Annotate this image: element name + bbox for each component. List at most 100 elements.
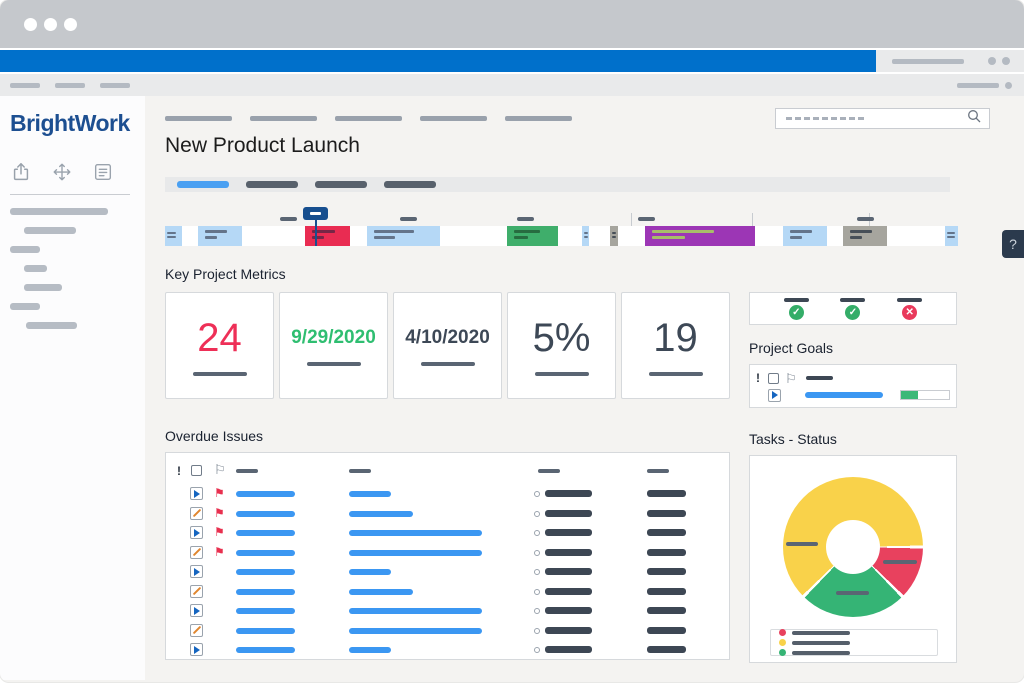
table-row[interactable] <box>166 562 729 582</box>
edit-icon[interactable] <box>190 585 203 598</box>
metric-card[interactable]: 4/10/2020 <box>393 292 502 399</box>
issue-desc-placeholder[interactable] <box>349 647 391 653</box>
settings-icon[interactable] <box>988 57 996 65</box>
window-dot[interactable] <box>64 18 77 31</box>
timeline-segment-lightblue[interactable] <box>198 226 242 246</box>
help-button[interactable]: ? <box>1002 230 1024 258</box>
ribbon-icon[interactable] <box>1005 82 1012 89</box>
health-item[interactable]: ✕ <box>897 298 922 320</box>
timeline-segment-lightblue[interactable] <box>367 226 440 246</box>
edit-icon[interactable] <box>190 507 203 520</box>
tab-pill[interactable] <box>384 181 436 188</box>
column-header-placeholder[interactable] <box>647 469 669 473</box>
issue-desc-placeholder[interactable] <box>349 589 413 595</box>
sidebar-nav-item[interactable] <box>24 227 76 234</box>
issue-title-placeholder[interactable] <box>236 628 295 634</box>
top-nav-item[interactable] <box>505 116 572 121</box>
sidebar-nav-item[interactable] <box>24 284 62 291</box>
search-icon[interactable] <box>967 109 981 128</box>
tab-pill[interactable] <box>315 181 367 188</box>
timeline-segment-lightblue[interactable] <box>945 226 958 246</box>
window-dot[interactable] <box>24 18 37 31</box>
profile-icon[interactable] <box>1002 57 1010 65</box>
table-row[interactable] <box>166 582 729 602</box>
metric-card[interactable]: 5% <box>507 292 616 399</box>
column-header-placeholder[interactable] <box>349 469 371 473</box>
column-header-placeholder[interactable] <box>538 469 560 473</box>
timeline-segment-red[interactable] <box>305 226 350 246</box>
issue-title-placeholder[interactable] <box>236 608 295 614</box>
sidebar-nav-item[interactable] <box>24 265 47 272</box>
metric-card[interactable]: 19 <box>621 292 730 399</box>
sidebar-nav-item[interactable] <box>10 246 40 253</box>
tab-pill[interactable] <box>246 181 298 188</box>
sidebar-nav-item[interactable] <box>26 322 77 329</box>
play-icon[interactable] <box>190 526 203 539</box>
tab-active[interactable] <box>177 181 229 188</box>
share-icon[interactable] <box>10 161 32 183</box>
play-icon[interactable] <box>190 565 203 578</box>
top-nav-item[interactable] <box>250 116 317 121</box>
top-nav-item[interactable] <box>420 116 487 121</box>
table-row[interactable] <box>166 640 729 660</box>
window-dot[interactable] <box>44 18 57 31</box>
tasks-donut-chart[interactable] <box>783 477 923 617</box>
issue-desc-placeholder[interactable] <box>349 628 482 634</box>
ribbon-tab-placeholder[interactable] <box>100 83 130 88</box>
issue-desc-placeholder[interactable] <box>349 511 413 517</box>
metric-card[interactable]: 9/29/2020 <box>279 292 388 399</box>
timeline-segment-gray[interactable] <box>610 226 618 246</box>
move-icon[interactable] <box>51 161 73 183</box>
priority-column-icon[interactable]: ! <box>177 464 183 478</box>
sidebar-nav-item[interactable] <box>10 303 40 310</box>
table-row[interactable]: ⚑ <box>166 504 729 524</box>
play-icon[interactable] <box>190 604 203 617</box>
issue-title-placeholder[interactable] <box>236 511 295 517</box>
timeline-segment-lightblue[interactable] <box>582 226 589 246</box>
metric-card[interactable]: 24 <box>165 292 274 399</box>
health-item[interactable]: ✓ <box>840 298 865 320</box>
issue-title-placeholder[interactable] <box>236 569 295 575</box>
search-box[interactable] <box>775 108 990 129</box>
play-icon[interactable] <box>768 389 781 402</box>
timeline-segment-purple[interactable] <box>645 226 755 246</box>
issue-desc-placeholder[interactable] <box>349 550 482 556</box>
select-all-checkbox[interactable] <box>191 465 202 476</box>
table-row[interactable]: ⚑ <box>166 543 729 563</box>
goals-item-row[interactable] <box>756 387 956 403</box>
goal-title-placeholder[interactable] <box>805 392 883 398</box>
ribbon-tab-placeholder[interactable] <box>10 83 40 88</box>
column-header-placeholder[interactable] <box>236 469 258 473</box>
edit-icon[interactable] <box>190 624 203 637</box>
issue-title-placeholder[interactable] <box>236 530 295 536</box>
document-icon[interactable] <box>92 161 114 183</box>
issue-title-placeholder[interactable] <box>236 647 295 653</box>
flag-column-icon[interactable]: ⚐ <box>214 464 226 475</box>
play-icon[interactable] <box>190 487 203 500</box>
issue-title-placeholder[interactable] <box>236 589 295 595</box>
timeline-segment-green[interactable] <box>507 226 558 246</box>
play-icon[interactable] <box>190 643 203 656</box>
table-row[interactable] <box>166 621 729 641</box>
sidebar-nav-item[interactable] <box>10 208 108 215</box>
checkbox-icon[interactable] <box>768 373 779 384</box>
issue-title-placeholder[interactable] <box>236 491 295 497</box>
timeline-segment-lightblue[interactable] <box>165 226 182 246</box>
issue-title-placeholder[interactable] <box>236 550 295 556</box>
issue-desc-placeholder[interactable] <box>349 608 482 614</box>
timeline-bar[interactable] <box>165 226 958 246</box>
issue-desc-placeholder[interactable] <box>349 569 391 575</box>
timeline-segment-lightblue[interactable] <box>783 226 827 246</box>
ribbon-tab-placeholder[interactable] <box>55 83 85 88</box>
project-timeline[interactable] <box>165 206 958 246</box>
brightwork-logo[interactable]: BrightWork <box>10 110 145 137</box>
edit-icon[interactable] <box>190 546 203 559</box>
issue-desc-placeholder[interactable] <box>349 530 482 536</box>
table-row[interactable] <box>166 601 729 621</box>
timeline-segment-gray[interactable] <box>843 226 887 246</box>
top-nav-item[interactable] <box>165 116 232 121</box>
issue-desc-placeholder[interactable] <box>349 491 391 497</box>
table-row[interactable]: ⚑ <box>166 523 729 543</box>
table-row[interactable]: ⚑ <box>166 484 729 504</box>
top-nav-item[interactable] <box>335 116 402 121</box>
